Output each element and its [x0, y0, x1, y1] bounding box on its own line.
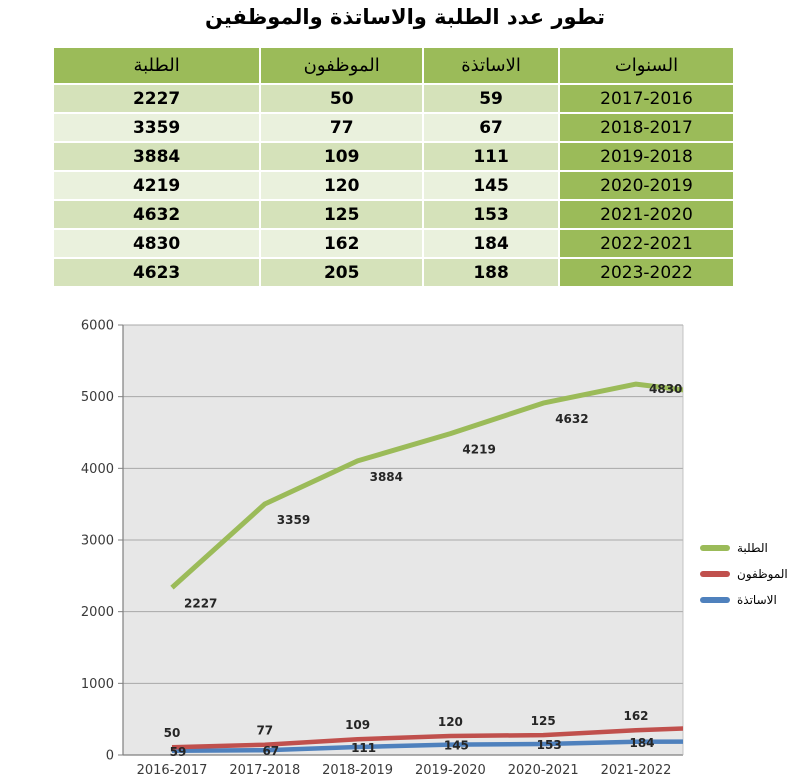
value-cell: 184 — [424, 230, 558, 257]
value-cell: 109 — [261, 143, 423, 170]
x-tick-label: 2021-2022 — [601, 763, 672, 778]
column-header: السنوات — [559, 48, 733, 83]
value-cell: 120 — [261, 172, 423, 199]
data-table: الطلبة الموظفون الاساتذة السنوات 2227 50 59 201… — [52, 46, 735, 288]
year-cell: 2022-2021 — [559, 230, 733, 257]
y-tick-label: 4000 — [81, 462, 114, 477]
value-cell: 162 — [261, 230, 423, 257]
data-label: 50 — [164, 726, 181, 740]
value-cell: 77 — [261, 114, 423, 141]
data-label: 67 — [262, 744, 279, 758]
table-row: 4623 205 188 2023-2022 — [54, 259, 733, 286]
value-cell: 125 — [261, 201, 423, 228]
year-cell: 2020-2019 — [559, 172, 733, 199]
value-cell: 4632 — [54, 201, 260, 228]
data-label: 2227 — [184, 597, 217, 611]
value-cell: 2227 — [54, 85, 260, 112]
year-cell: 2019-2018 — [559, 143, 733, 170]
data-label: 162 — [623, 709, 648, 723]
x-tick-label: 2020-2021 — [508, 763, 579, 778]
y-tick-label: 0 — [106, 749, 114, 764]
value-cell: 188 — [424, 259, 558, 286]
data-label: 145 — [444, 739, 469, 753]
legend-label: الموظفون — [737, 567, 788, 581]
series-line — [171, 726, 683, 750]
data-label: 77 — [256, 724, 273, 738]
table-row: 4830 162 184 2022-2021 — [54, 230, 733, 257]
value-cell: 4623 — [54, 259, 260, 286]
data-label: 125 — [531, 714, 556, 728]
series-line — [170, 381, 683, 590]
value-cell: 145 — [424, 172, 558, 199]
x-tick-label: 2019-2020 — [415, 763, 486, 778]
table-row: 2227 50 59 2017-2016 — [54, 85, 733, 112]
header-row: الطلبة الموظفون الاساتذة السنوات — [54, 48, 733, 83]
year-cell: 2023-2022 — [559, 259, 733, 286]
data-label: 3884 — [370, 470, 403, 484]
data-label: 153 — [537, 738, 562, 752]
data-label: 109 — [345, 718, 370, 732]
data-label: 3359 — [277, 513, 310, 527]
y-tick-label: 3000 — [81, 534, 114, 549]
legend-item: الاساتذة — [700, 593, 788, 607]
value-cell: 50 — [261, 85, 423, 112]
data-label: 4632 — [555, 412, 588, 426]
legend-item: الموظفون — [700, 567, 788, 581]
value-cell: 3884 — [54, 143, 260, 170]
table-row: 3884 109 111 2019-2018 — [54, 143, 733, 170]
series-line — [171, 739, 683, 754]
year-cell: 2021-2020 — [559, 201, 733, 228]
table-row: 3359 77 67 2018-2017 — [54, 114, 733, 141]
data-label: 4219 — [462, 443, 495, 457]
legend-item: الطلبة — [700, 541, 788, 555]
year-cell: 2017-2016 — [559, 85, 733, 112]
data-label: 111 — [351, 741, 376, 755]
page-title: تطور عدد الطلبة والاساتذة والموظفين — [204, 5, 606, 29]
y-tick-label: 1000 — [81, 677, 114, 692]
legend-swatch-icon — [700, 597, 730, 603]
x-tick-label: 2017-2018 — [229, 763, 300, 778]
column-header: الطلبة — [54, 48, 260, 83]
column-header: الاساتذة — [424, 48, 558, 83]
value-cell: 3359 — [54, 114, 260, 141]
line-chart: 0 1000 2000 3000 4000 5000 6000 2016-2017 2017-2… — [81, 319, 684, 778]
y-tick-label: 2000 — [81, 605, 114, 620]
column-header: الموظفون — [261, 48, 423, 83]
data-label: 4830 — [649, 382, 682, 396]
value-cell: 111 — [424, 143, 558, 170]
year-cell: 2018-2017 — [559, 114, 733, 141]
legend-label: الاساتذة — [737, 593, 777, 607]
legend-swatch-icon — [700, 545, 730, 551]
data-table-container: الطلبة الموظفون الاساتذة السنوات 2227 50 59 201… — [52, 46, 735, 288]
value-cell: 4219 — [54, 172, 260, 199]
x-tick-label: 2016-2017 — [137, 763, 208, 778]
y-tick-label: 6000 — [81, 319, 114, 334]
value-cell: 153 — [424, 201, 558, 228]
table-row: 4632 125 153 2021-2020 — [54, 201, 733, 228]
data-label: 59 — [170, 745, 187, 759]
legend-swatch-icon — [700, 571, 730, 577]
value-cell: 4830 — [54, 230, 260, 257]
chart-legend: الطلبة الموظفون الاساتذة — [700, 541, 788, 607]
data-label: 184 — [629, 736, 654, 750]
value-cell: 67 — [424, 114, 558, 141]
legend-label: الطلبة — [737, 541, 768, 555]
data-label: 120 — [438, 715, 463, 729]
x-tick-label: 2018-2019 — [322, 763, 393, 778]
value-cell: 59 — [424, 85, 558, 112]
y-tick-label: 5000 — [81, 390, 114, 405]
table-row: 4219 120 145 2020-2019 — [54, 172, 733, 199]
value-cell: 205 — [261, 259, 423, 286]
